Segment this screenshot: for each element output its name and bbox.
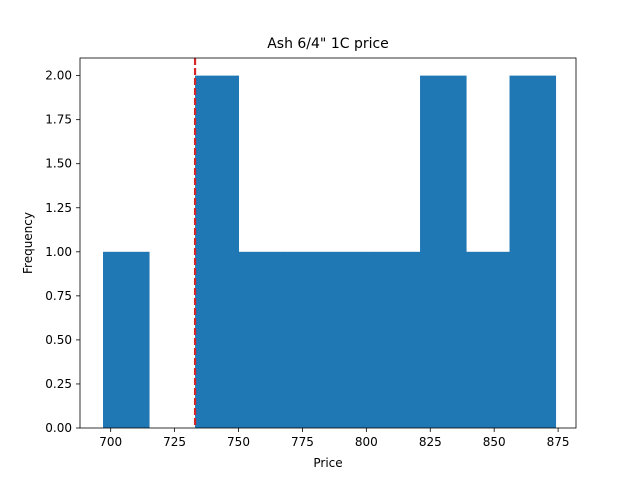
x-tick-label: 775	[291, 435, 314, 449]
y-tick-label: 0.25	[45, 377, 72, 391]
y-axis-label: Frequency	[21, 212, 35, 274]
x-axis-label: Price	[313, 456, 342, 470]
x-tick-label: 875	[547, 435, 570, 449]
histogram-bar	[284, 251, 332, 428]
x-tick-label: 800	[355, 435, 378, 449]
bars-group	[103, 75, 557, 428]
y-tick-label: 0.50	[45, 333, 72, 347]
y-tick-label: 0.75	[45, 289, 72, 303]
chart-title: Ash 6/4" 1C price	[267, 36, 389, 52]
y-tick-label: 1.25	[45, 201, 72, 215]
x-tick-label: 825	[419, 435, 442, 449]
plot-area-frame	[79, 57, 577, 429]
histogram-bar	[420, 75, 467, 428]
x-tick-label: 725	[163, 435, 186, 449]
x-ticks-group: 700 725 750 775 800 825 850 875	[99, 428, 570, 449]
y-tick-label: 2.00	[45, 69, 72, 83]
histogram-bar	[103, 251, 150, 428]
histogram-bar	[195, 75, 240, 428]
histogram-bar	[374, 251, 421, 428]
y-tick-label: 1.00	[45, 245, 72, 259]
y-tick-label: 0.00	[45, 421, 72, 435]
histogram-bar	[466, 251, 511, 428]
y-tick-label: 1.50	[45, 157, 72, 171]
x-tick-label: 850	[483, 435, 506, 449]
x-tick-label: 750	[227, 435, 250, 449]
y-ticks-group: 0.00 0.25 0.50 0.75 1.00 1.25 1.50 1.75 2.00	[45, 69, 80, 435]
histogram-bar	[509, 75, 557, 428]
histogram-bar	[330, 251, 375, 428]
histogram-bar	[238, 251, 286, 428]
y-tick-label: 1.75	[45, 113, 72, 127]
x-tick-label: 700	[99, 435, 122, 449]
